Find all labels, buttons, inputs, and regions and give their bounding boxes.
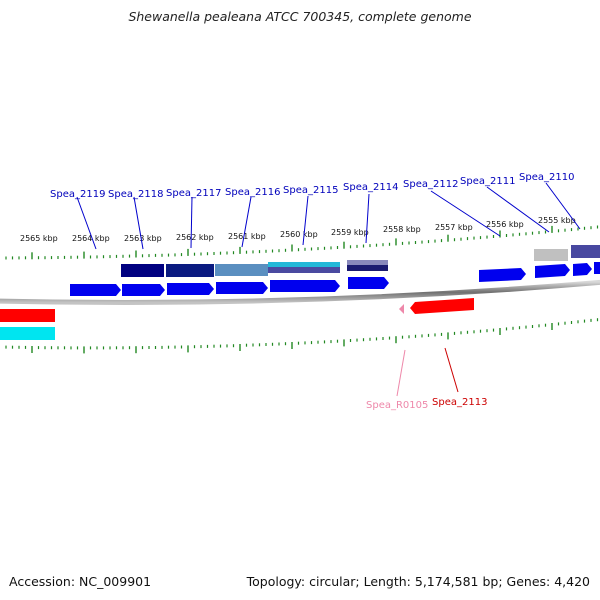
scale-label: 2557 kbp (435, 223, 473, 232)
feature-bar[interactable] (347, 265, 388, 271)
leader-line-rna (396, 349, 406, 397)
gene-label[interactable]: Spea_2119 (50, 189, 105, 200)
gene-arrow[interactable] (535, 264, 570, 278)
gene-arrow[interactable] (479, 268, 526, 282)
gene-arrow[interactable] (573, 263, 592, 276)
rna-feature[interactable] (399, 304, 404, 314)
gene-arrow[interactable] (216, 282, 268, 294)
scale-label: 2562 kbp (176, 233, 214, 242)
scale-label: 2558 kbp (383, 225, 421, 234)
gene-block-reverse[interactable] (0, 309, 55, 322)
genome-backbone (0, 279, 600, 305)
feature-bar[interactable] (215, 264, 268, 276)
scale-label: 2560 kbp (280, 230, 318, 239)
gene-arrow-reverse[interactable] (410, 298, 474, 314)
genome-title: Shewanella pealeana ATCC 700345, complet… (128, 9, 472, 24)
scale-label: 2561 kbp (228, 232, 266, 241)
leader-line-reverse (444, 347, 459, 393)
feature-bar[interactable] (268, 262, 340, 267)
gene-label[interactable]: Spea_2118 (108, 189, 163, 200)
genome-summary-text: Topology: circular; Length: 5,174,581 bp… (246, 574, 590, 589)
gene-arrow[interactable] (594, 262, 600, 274)
scale-label: 2559 kbp (331, 228, 369, 237)
feature-bar-lower[interactable] (0, 327, 55, 340)
scale-labels: 2565 kbp 2564 kbp 2563 kbp 2562 kbp 2561… (20, 216, 576, 243)
gene-label[interactable]: Spea_2117 (166, 188, 221, 199)
gene-label-rna[interactable]: Spea_R0105 (366, 400, 428, 411)
feature-bar[interactable] (166, 264, 214, 277)
feature-bar[interactable] (268, 267, 340, 273)
tick-row-bottom (5, 318, 599, 354)
scale-label: 2556 kbp (486, 220, 524, 229)
leader-lines-top (76, 182, 581, 250)
feature-bar[interactable] (571, 245, 600, 258)
scale-label: 2563 kbp (124, 234, 162, 243)
forward-strand-genes (70, 262, 600, 296)
gene-label[interactable]: Spea_2110 (519, 172, 574, 183)
gene-label-reverse[interactable]: Spea_2113 (432, 397, 487, 408)
gene-label[interactable]: Spea_2115 (283, 185, 338, 196)
feature-bar[interactable] (121, 264, 164, 277)
gene-arrow[interactable] (70, 284, 121, 296)
gene-arrow[interactable] (167, 283, 214, 295)
gene-label[interactable]: Spea_2111 (460, 176, 515, 187)
accession-text: Accession: NC_009901 (9, 574, 152, 589)
feature-bar[interactable] (347, 260, 388, 265)
gene-label[interactable]: Spea_2112 (403, 179, 458, 190)
gene-arrow[interactable] (348, 277, 389, 289)
gene-labels-top: Spea_2119 Spea_2118 Spea_2117 Spea_2116 … (50, 172, 574, 200)
tick-row-top (5, 225, 599, 260)
scale-label: 2555 kbp (538, 216, 576, 225)
feature-track-upper (121, 245, 600, 277)
scale-label: 2564 kbp (72, 234, 110, 243)
reverse-strand-genes (0, 298, 474, 322)
scale-label: 2565 kbp (20, 234, 58, 243)
gene-label[interactable]: Spea_2116 (225, 187, 280, 198)
gene-label[interactable]: Spea_2114 (343, 182, 398, 193)
feature-bar[interactable] (534, 249, 568, 261)
gene-arrow[interactable] (122, 284, 165, 296)
gene-arrow[interactable] (270, 280, 340, 292)
